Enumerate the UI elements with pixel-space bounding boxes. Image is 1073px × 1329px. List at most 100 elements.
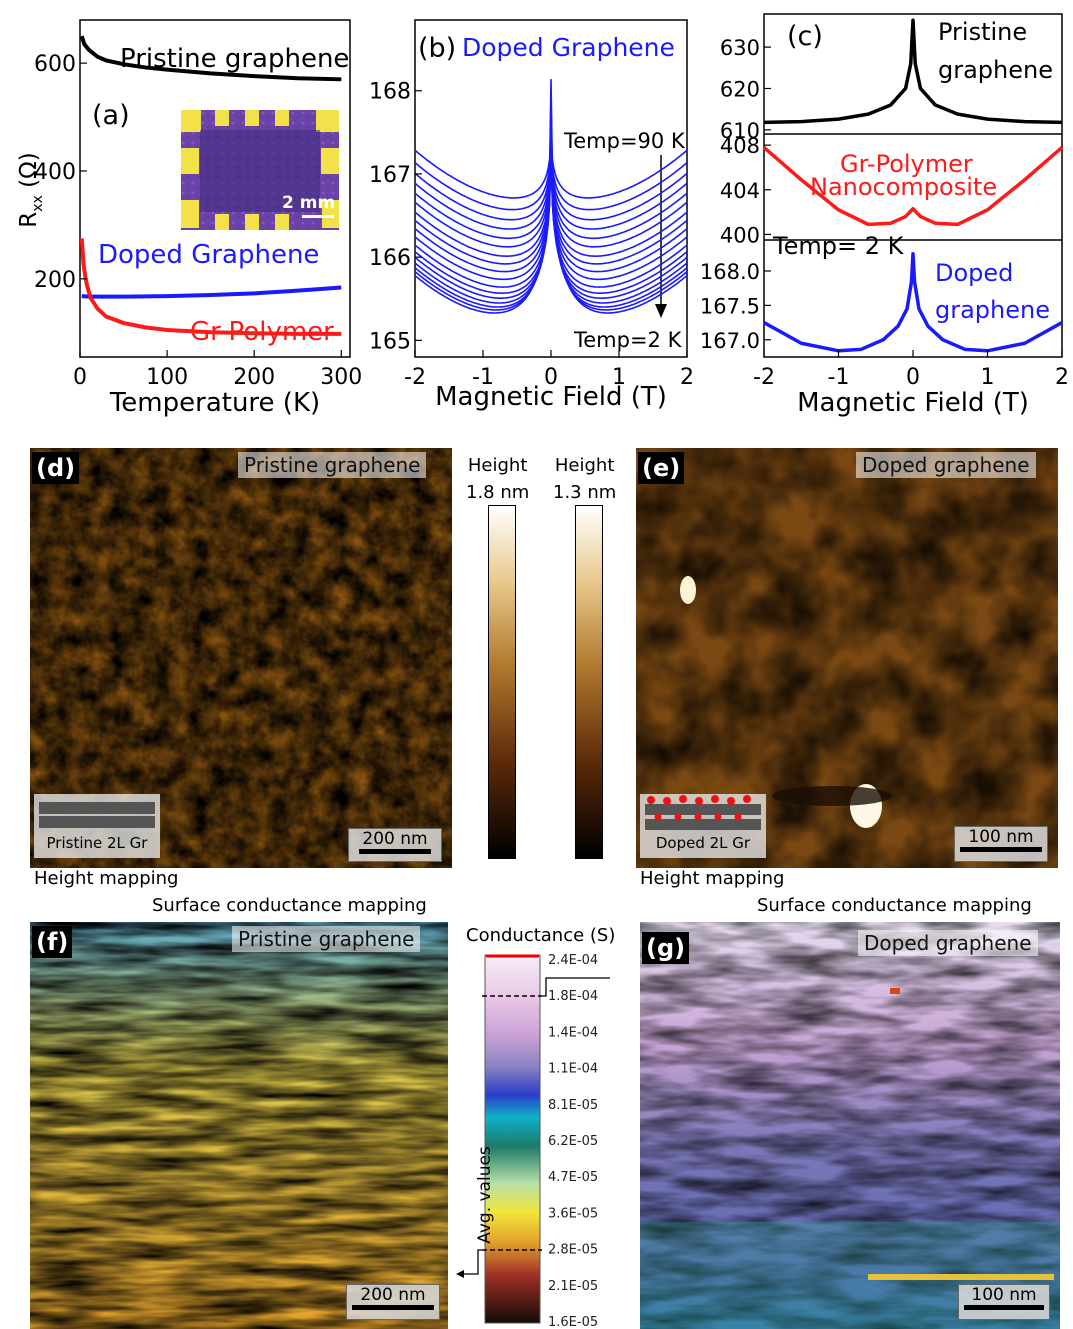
panel-c-xtick-label: -1 xyxy=(828,365,850,390)
panel-a-ytick-label: 400 xyxy=(34,160,76,185)
doped-bilayer-label: Doped 2L Gr xyxy=(655,834,751,852)
panel-c-xtick-label: 1 xyxy=(981,365,995,390)
height-colorbar-left xyxy=(488,505,516,859)
conductance-tick-label: 6.2E-05 xyxy=(548,1134,598,1149)
temp-90k-annotation: Temp=90 K xyxy=(563,129,686,153)
panel-a-ylabel: Rxx (Ω) xyxy=(16,152,46,227)
panel-c-ytick-label: 167.0 xyxy=(700,329,760,353)
panel-b-plot-area: -2 -1 0 1 2 165 166 167 168 xyxy=(369,79,694,390)
conductance-tick-label: 8.1E-05 xyxy=(548,1098,598,1113)
panel-c-ytick-label: 408 xyxy=(720,134,760,158)
panel-d-caption: Height mapping xyxy=(34,868,179,889)
panel-b-xtick-label: -1 xyxy=(472,365,494,390)
panel-c-ytick-label: 610 xyxy=(720,119,760,143)
panel-g-scalebar-label: 100 nm xyxy=(971,1285,1037,1305)
height-colorbar-right xyxy=(575,505,603,859)
panel-b-xtick-label: 1 xyxy=(612,365,626,390)
height-map-doped: (e) Doped graphene Doped 2L Gr 100 nm xyxy=(636,448,1058,868)
panel-g-scalebar: 100 nm xyxy=(958,1284,1050,1320)
panel-c-pristine-label-2: graphene xyxy=(938,56,1053,84)
panel-c-pristine-label-1: Pristine xyxy=(938,18,1027,46)
panel-a-frame xyxy=(79,19,351,358)
conductance-tick-label: 1.4E-04 xyxy=(548,1025,598,1040)
conductance-map-doped-image xyxy=(640,922,1060,1329)
conductance-tick-label: 2.4E-04 xyxy=(548,953,598,968)
panel-b-ytick-label: 166 xyxy=(369,246,411,271)
avg-values-label: Avg. values xyxy=(475,1146,495,1244)
height-colorbar-right-max: 1.3 nm xyxy=(553,482,617,503)
panel-b-xtick-label: 0 xyxy=(544,365,558,390)
panel-f-scalebar: 200 nm xyxy=(346,1284,440,1320)
arrow-to-pristine-map-head xyxy=(456,1270,464,1278)
panel-f-label: (f) xyxy=(32,926,73,958)
panel-d-title: Pristine graphene xyxy=(238,452,427,478)
panel-c-ytick-label: 167.5 xyxy=(700,294,760,318)
panel-c-series-2 xyxy=(763,252,1063,353)
panel-e-title: Doped graphene xyxy=(856,452,1036,478)
panel-b-curve-16 xyxy=(414,79,688,314)
panel-c-ytick-label: 620 xyxy=(720,77,760,101)
panel-c-xtick-label: 2 xyxy=(1055,365,1069,390)
panel-d-scalebar: 200 nm xyxy=(348,828,442,862)
hotspot xyxy=(890,988,900,994)
panel-b-xlabel: Magnetic Field (T) xyxy=(435,382,667,412)
panel-c-polymer-label-2: Nanocomposite xyxy=(810,173,997,201)
panel-c-doped-label-2: graphene xyxy=(935,296,1050,324)
conductance-tick-label: 3.6E-05 xyxy=(548,1206,598,1221)
panel-a-plot-area: 0 100 200 300 200 400 600 xyxy=(34,35,362,390)
panel-a-series-2 xyxy=(79,238,342,336)
panel-a-xtick-label: 100 xyxy=(146,365,188,390)
panel-a-series-1 xyxy=(81,285,342,299)
conductance-colorbar-title: Conductance (S) xyxy=(466,925,616,946)
panel-c-ytick-label: 630 xyxy=(720,36,760,60)
panel-c-polymer-label-1: Gr-Polymer xyxy=(840,150,973,178)
panel-e-scalebar: 100 nm xyxy=(954,826,1048,862)
panel-a-xtick-label: 0 xyxy=(73,365,87,390)
conductance-colorbar xyxy=(484,954,541,1324)
conductive-streak xyxy=(868,1274,1054,1280)
panel-c-xtick-label: 0 xyxy=(906,365,920,390)
panel-c-chart: (c) Pristine graphene Gr-Polymer Nanocom… xyxy=(700,13,1069,418)
height-colorbar-right-title-text: Height xyxy=(554,455,615,476)
conductance-tick-label: 2.1E-05 xyxy=(548,1279,598,1294)
panel-b-xtick-label: 2 xyxy=(680,365,694,390)
panel-c-ytick-label: 404 xyxy=(720,179,760,203)
arrow-to-doped-map xyxy=(542,977,610,997)
conductance-map-doped: (g) Doped graphene 100 nm xyxy=(640,922,1060,1329)
panel-a-xtick-label: 300 xyxy=(320,365,362,390)
pristine-bilayer-label: Pristine 2L Gr xyxy=(46,834,148,852)
panel-e-label: (e) xyxy=(638,452,685,484)
panel-a-xlabel: Temperature (K) xyxy=(109,388,320,418)
inset-scalebar-label: 2 mm xyxy=(282,193,335,213)
conductance-tick-labels: 2.4E-04 1.8E-04 1.4E-04 1.1E-04 8.1E-05 6.2E-… xyxy=(548,953,598,1329)
temperature-arrowhead xyxy=(655,304,667,318)
panel-b-title: Doped Graphene xyxy=(462,33,675,62)
panel-a-label: (a) xyxy=(92,100,130,131)
panel-a-ytick-label: 200 xyxy=(34,268,76,293)
panel-c-temp-annotation: Temp= 2 K xyxy=(772,232,905,260)
panel-e-scalebar-label: 100 nm xyxy=(968,827,1034,847)
panel-b-xtick-label: -2 xyxy=(404,365,426,390)
height-colorbar-left-title-text: Height xyxy=(467,455,528,476)
conductance-map-pristine: (f) Pristine graphene 200 nm xyxy=(30,922,448,1329)
height-colorbar-right-title: Height 1.3 nm xyxy=(553,452,616,506)
panel-g-title: Doped graphene xyxy=(858,930,1038,956)
temp-2k-annotation: Temp=2 K xyxy=(573,328,683,352)
conductance-map-pristine-image xyxy=(30,922,448,1329)
conductance-tick-label: 1.1E-04 xyxy=(548,1062,598,1077)
panel-d-label: (d) xyxy=(32,452,80,484)
panel-g-caption: Surface conductance mapping xyxy=(757,895,1032,916)
doped-bilayer-schematic: Doped 2L Gr xyxy=(640,794,766,858)
conductance-tick-label: 2.8E-05 xyxy=(548,1243,598,1258)
height-map-pristine: (d) Pristine graphene Pristine 2L Gr 200… xyxy=(30,448,452,868)
panel-c-xtick-label: -2 xyxy=(753,365,775,390)
panel-d-scalebar-label: 200 nm xyxy=(362,829,428,849)
panel-c-series-1 xyxy=(762,146,1064,227)
panel-f-title: Pristine graphene xyxy=(232,926,421,952)
panel-b-ytick-label: 168 xyxy=(369,80,411,105)
panel-g-label: (g) xyxy=(642,932,690,964)
panel-f-scalebar-label: 200 nm xyxy=(360,1285,426,1305)
panel-c-series-0 xyxy=(763,18,1063,125)
panel-a-series-0 xyxy=(79,35,342,82)
panel-e-caption: Height mapping xyxy=(640,868,785,889)
